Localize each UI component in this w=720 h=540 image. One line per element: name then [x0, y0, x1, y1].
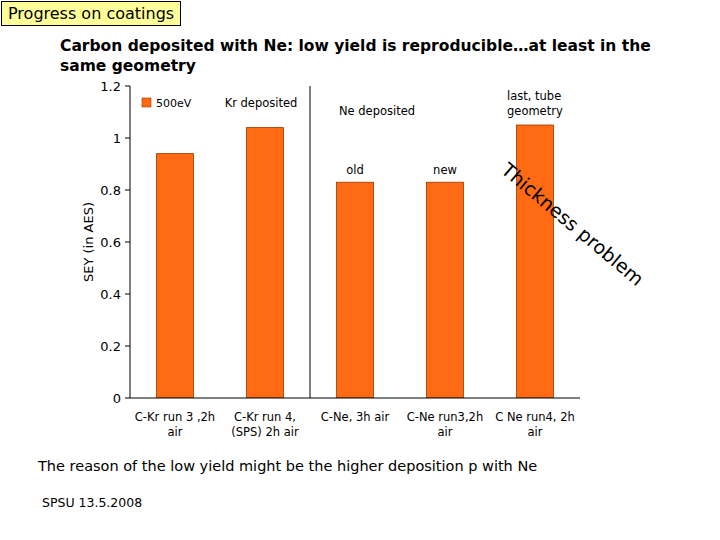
- subtitle: Carbon deposited with Ne: low yield is r…: [60, 36, 690, 76]
- caption: The reason of the low yield might be the…: [38, 458, 537, 474]
- y-tick-label: 0.8: [100, 183, 121, 198]
- y-axis-label: SEY (in AES): [81, 202, 96, 282]
- y-tick: [125, 86, 130, 87]
- y-tick-label: 0: [113, 391, 121, 406]
- bar: [427, 182, 464, 398]
- annotation: Thickness problem: [497, 158, 649, 290]
- y-tick: [125, 294, 130, 295]
- y-tick-label: 0.4: [100, 287, 121, 302]
- x-tick-label: C Ne run4, 2h air: [491, 410, 579, 440]
- x-axis: [130, 398, 580, 399]
- y-tick-label: 0.6: [100, 235, 121, 250]
- legend-label: 500eV: [156, 97, 192, 110]
- legend-swatch: [142, 98, 151, 107]
- y-tick-label: 1: [113, 131, 121, 146]
- y-tick: [125, 242, 130, 243]
- bars: [157, 125, 554, 398]
- footer: SPSU 13.5.2008: [42, 495, 142, 510]
- annotation: Kr deposited: [225, 96, 298, 110]
- y-tick-label: 0.2: [100, 339, 121, 354]
- annotation: Ne deposited: [339, 104, 415, 118]
- bar: [337, 182, 374, 398]
- y-tick: [125, 138, 130, 139]
- group-separator: [310, 86, 311, 398]
- header-title: Progress on coatings: [1, 1, 181, 26]
- y-tick: [125, 346, 130, 347]
- x-tick-label: C-Ne run3,2h air: [401, 410, 489, 440]
- y-tick: [125, 398, 130, 399]
- x-tick-label: C-Ne, 3h air: [311, 410, 399, 425]
- annotation: old: [346, 163, 364, 177]
- annotation: new: [433, 163, 457, 177]
- y-tick: [125, 190, 130, 191]
- y-tick-label: 1.2: [100, 79, 121, 94]
- y-axis: [130, 86, 131, 398]
- x-tick-label: C-Kr run 3 ,2h air: [131, 410, 219, 440]
- x-tick-label: C-Kr run 4, (SPS) 2h air: [221, 410, 309, 440]
- bar: [247, 128, 284, 398]
- annotation: last, tube geometry: [507, 89, 597, 119]
- bar: [157, 154, 194, 398]
